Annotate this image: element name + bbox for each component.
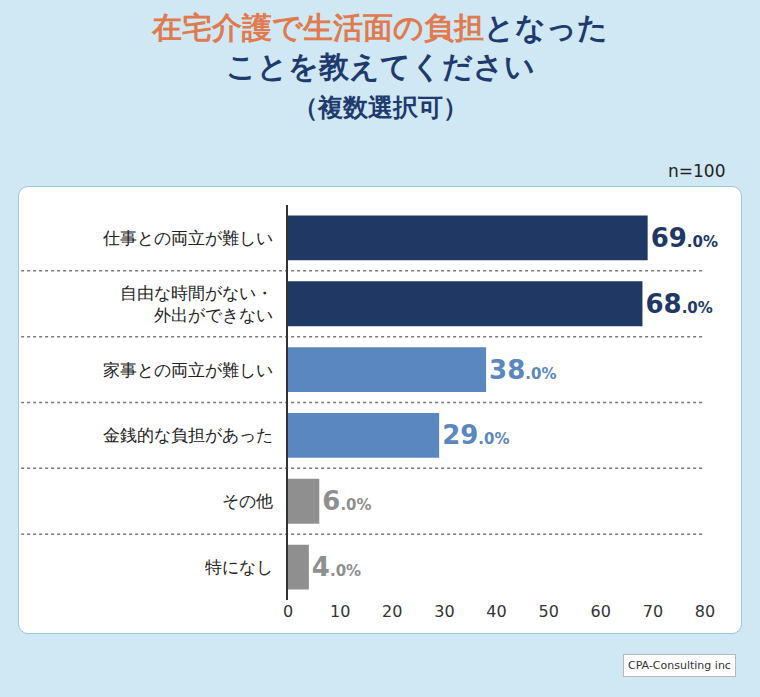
svg-text:50: 50 xyxy=(538,602,558,621)
svg-text:10: 10 xyxy=(330,602,350,621)
svg-text:0: 0 xyxy=(283,602,293,621)
svg-text:30: 30 xyxy=(434,602,454,621)
svg-text:20: 20 xyxy=(382,602,402,621)
svg-text:60: 60 xyxy=(591,602,611,621)
svg-text:仕事との両立が難しい: 仕事との両立が難しい xyxy=(102,228,273,248)
svg-text:自由な時間がない・外出ができない: 自由な時間がない・外出ができない xyxy=(120,283,273,325)
svg-text:80: 80 xyxy=(695,602,715,621)
svg-text:38.0%: 38.0% xyxy=(489,355,556,385)
svg-text:40: 40 xyxy=(486,602,506,621)
svg-text:その他: その他 xyxy=(222,491,273,511)
svg-text:特になし: 特になし xyxy=(205,557,273,577)
svg-text:69.0%: 69.0% xyxy=(651,223,718,253)
svg-text:70: 70 xyxy=(643,602,663,621)
svg-text:6.0%: 6.0% xyxy=(322,486,371,516)
svg-text:68.0%: 68.0% xyxy=(645,289,712,319)
svg-text:n=100: n=100 xyxy=(668,161,725,181)
svg-text:29.0%: 29.0% xyxy=(442,420,509,450)
svg-text:4.0%: 4.0% xyxy=(312,552,361,582)
svg-text:家事との両立が難しい: 家事との両立が難しい xyxy=(103,360,273,380)
svg-text:在宅介護で生活面の負担となったことを教えてください（複数選択: 在宅介護で生活面の負担となったことを教えてください（複数選択可） xyxy=(151,10,608,122)
svg-text:金銭的な負担があった: 金銭的な負担があった xyxy=(103,425,273,445)
svg-text:CPA-Consulting inc: CPA-Consulting inc xyxy=(628,659,731,672)
